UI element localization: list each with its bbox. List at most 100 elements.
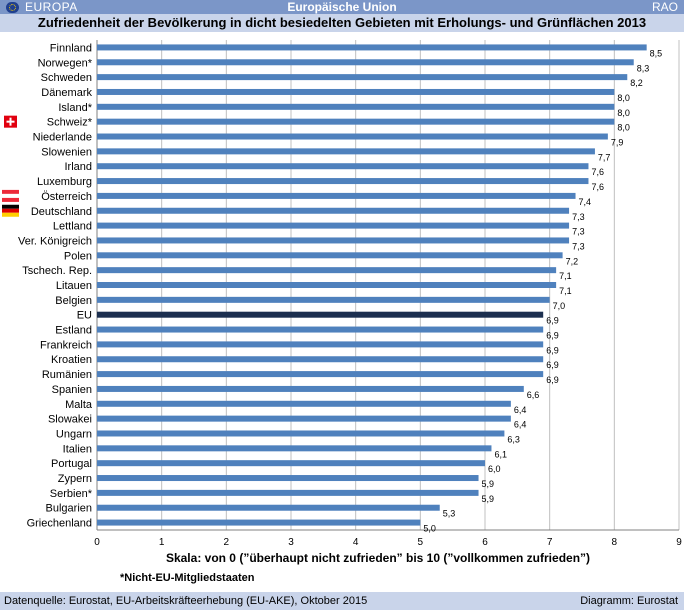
bar-eu (97, 311, 544, 318)
bar (97, 475, 479, 482)
value-label: 8,0 (617, 123, 630, 133)
value-label: 7,3 (572, 241, 585, 251)
top-bar: EUROPA Europäische Union RAO (0, 0, 684, 14)
bar (97, 88, 615, 95)
category-label: Dänemark (41, 87, 92, 99)
value-label: 5,9 (482, 479, 495, 489)
x-axis-title: Skala: von 0 (”überhaupt nicht zufrieden… (166, 551, 590, 565)
category-label: Irland (64, 161, 92, 173)
value-label: 7,1 (559, 286, 572, 296)
category-label: Litauen (56, 280, 92, 292)
category-label: Schweden (41, 72, 92, 84)
x-tick-label: 4 (353, 537, 359, 548)
x-tick-label: 9 (676, 537, 682, 548)
value-label: 7,3 (572, 227, 585, 237)
bar (97, 178, 589, 185)
bar (97, 385, 524, 392)
value-label: 6,4 (514, 420, 527, 430)
value-label: 6,4 (514, 405, 527, 415)
category-label: Rumänien (42, 369, 92, 381)
bar (97, 103, 615, 110)
bottom-bar: Datenquelle: Eurostat, EU-Arbeitskräftee… (0, 592, 684, 610)
code-label: RAO (651, 0, 678, 14)
x-tick-label: 1 (159, 537, 165, 548)
value-label: 6,3 (507, 434, 520, 444)
bar (97, 44, 647, 51)
bar (97, 222, 570, 229)
category-label: Norwegen* (38, 57, 93, 69)
category-label: Frankreich (40, 339, 92, 351)
bar (97, 207, 570, 214)
category-label: Italien (63, 443, 92, 455)
value-label: 7,2 (566, 256, 579, 266)
category-label: Bulgarien (46, 503, 92, 515)
category-label: Serbien* (50, 488, 93, 500)
region-block: EUROPA (6, 0, 78, 14)
category-label: Portugal (51, 458, 92, 470)
x-tick-label: 3 (288, 537, 294, 548)
bar (97, 415, 511, 422)
austria-flag-icon (2, 189, 19, 194)
bar (97, 371, 544, 378)
bar (97, 237, 570, 244)
bar (97, 356, 544, 363)
value-label: 6,9 (546, 331, 559, 341)
category-label: Estland (55, 325, 92, 337)
germany-flag-icon (2, 204, 19, 209)
category-label: Malta (65, 399, 93, 411)
category-label: Tschech. Rep. (22, 265, 92, 277)
value-label: 6,9 (546, 316, 559, 326)
value-label: 7,6 (591, 182, 604, 192)
flag-stripe (2, 208, 19, 213)
x-tick-label: 2 (224, 537, 230, 548)
bar (97, 74, 628, 81)
category-label: Slowenien (41, 146, 92, 158)
flag-stripe (2, 197, 19, 202)
category-label: Schweiz* (47, 117, 93, 129)
value-label: 7,6 (591, 167, 604, 177)
x-tick-label: 8 (612, 537, 618, 548)
bar (97, 519, 421, 526)
value-label: 5,0 (423, 524, 436, 534)
bar (97, 430, 505, 437)
diagram-credit: Diagramm: Eurostat (580, 595, 678, 607)
x-tick-label: 7 (547, 537, 553, 548)
value-label: 8,2 (630, 78, 643, 88)
data-source: Datenquelle: Eurostat, EU-Arbeitskräftee… (4, 595, 368, 607)
bar (97, 118, 615, 125)
category-label: Island* (58, 102, 92, 114)
value-label: 6,9 (546, 360, 559, 370)
category-label: Niederlande (33, 132, 92, 144)
category-label: Lettland (53, 221, 92, 233)
x-tick-label: 0 (94, 537, 100, 548)
x-tick-label: 5 (418, 537, 424, 548)
bar (97, 326, 544, 333)
category-label: Griechenland (27, 518, 92, 530)
category-label: Polen (64, 250, 92, 262)
flag-stripe (2, 193, 19, 198)
bar (97, 163, 589, 170)
value-label: 6,0 (488, 464, 501, 474)
value-label: 6,1 (494, 449, 507, 459)
flag-cross (6, 120, 15, 123)
region-label: EUROPA (25, 0, 78, 14)
chart-title: Zufriedenheit der Bevölkerung in dicht b… (0, 14, 684, 32)
chart-area: 0 1 2 3 4 5 6 7 8 9 Finnland 8,5 Norwegen* 8,3 Schwede… (0, 32, 684, 578)
value-label: 8,0 (617, 108, 630, 118)
bar (97, 445, 492, 452)
bar (97, 296, 550, 303)
value-label: 7,3 (572, 212, 585, 222)
bar (97, 133, 608, 140)
value-label: 6,9 (546, 345, 559, 355)
value-label: 7,7 (598, 152, 611, 162)
category-label: Finnland (50, 42, 92, 54)
value-label: 6,9 (546, 375, 559, 385)
category-label: Österreich (41, 191, 92, 203)
eu-flag-icon (6, 1, 19, 13)
category-label: Deutschland (31, 206, 92, 218)
category-label: Spanien (52, 384, 92, 396)
value-label: 7,0 (553, 301, 566, 311)
value-label: 5,9 (482, 494, 495, 504)
bar (97, 400, 511, 407)
flag-stripe (2, 212, 19, 217)
